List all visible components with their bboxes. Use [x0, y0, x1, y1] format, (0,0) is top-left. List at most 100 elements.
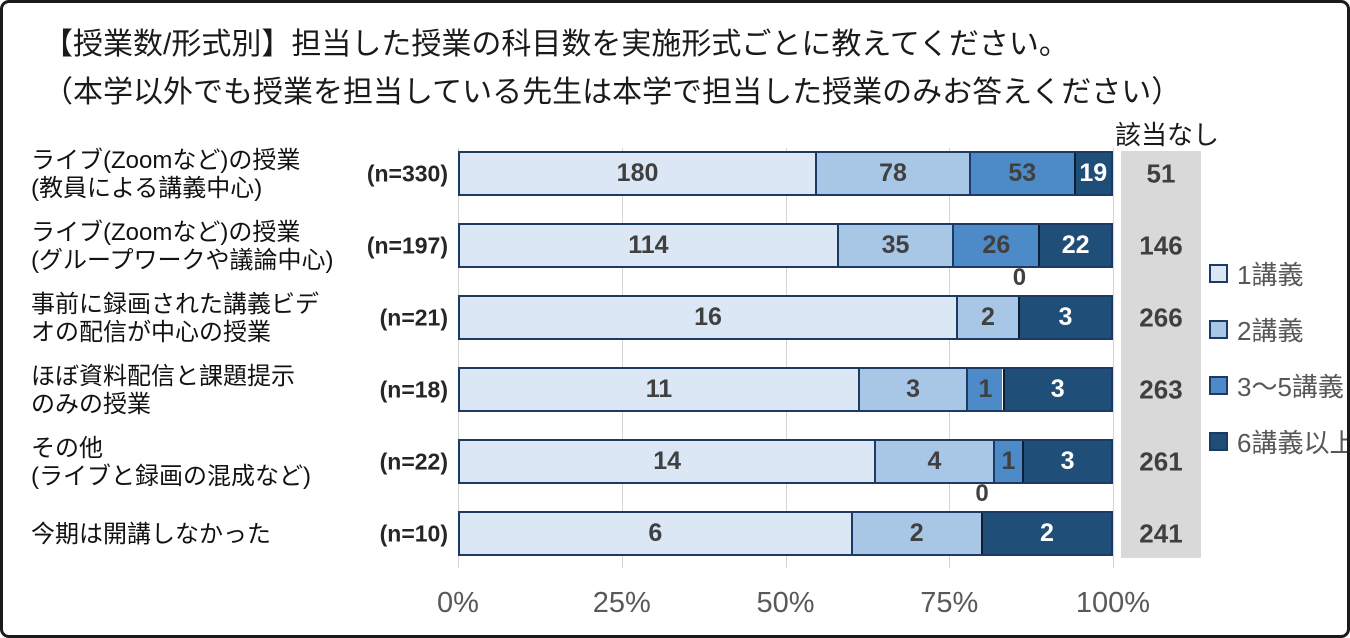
- category-label: 今期は開講しなかった: [31, 521, 351, 549]
- bar-segment-value: 3: [1060, 447, 1075, 475]
- n-count-label: (n=10): [379, 520, 448, 546]
- category-label-line: (ライブと録画の混成など): [31, 462, 311, 490]
- bar-segment: 2: [956, 297, 1018, 338]
- bar-segment: 26: [952, 225, 1039, 266]
- bar-segment: 19: [1073, 153, 1111, 194]
- stacked-bar: 114 35 26 22: [458, 223, 1113, 268]
- stacked-bar: 180 78 53 19: [458, 151, 1113, 196]
- bar-segment: 2: [980, 513, 1111, 554]
- stacked-bar: 16 2 3: [458, 295, 1113, 340]
- category-label: ライブ(Zoomなど)の授業 (グループワークや議論中心): [31, 219, 351, 275]
- bar-segment-value: 2: [981, 303, 995, 331]
- bar-segment-value: 3: [906, 375, 921, 403]
- legend-label: 2講義: [1237, 316, 1304, 346]
- bar-segment: 3: [1002, 369, 1111, 410]
- bar-segment-value: 22: [1061, 231, 1090, 259]
- bar-segment: 2: [850, 513, 981, 554]
- bar-segment: 4: [874, 441, 993, 482]
- bar-segment-value: 180: [616, 159, 659, 187]
- category-label-line: オの配信が中心の授業: [31, 318, 271, 346]
- bar-segment: 14: [460, 441, 875, 482]
- gridline: [621, 148, 623, 568]
- gridline: [785, 148, 787, 568]
- x-axis-tick-label: 75%: [920, 587, 979, 619]
- bar-segment-value: 4: [927, 447, 942, 475]
- chart-title: 【授業数/形式別】担当した授業の科目数を実施形式ごとに教えてください。: [43, 28, 1069, 61]
- category-label-line: のみの授業: [31, 390, 151, 418]
- n-count-label: (n=197): [366, 232, 448, 258]
- bar-segment: 11: [460, 369, 858, 410]
- legend-item: 1講義: [1209, 255, 1303, 292]
- category-label-line: ライブ(Zoomなど)の授業: [31, 218, 301, 246]
- n-count-label: (n=21): [379, 304, 448, 330]
- x-axis-tick-label: 25%: [592, 587, 651, 619]
- zero-value-label: 0: [1012, 264, 1027, 291]
- x-axis-tick-label: 50%: [756, 587, 815, 619]
- na-value: 146: [1139, 230, 1183, 260]
- legend-item: 3～5講義: [1209, 367, 1344, 404]
- bar-segment: 1: [966, 369, 1003, 410]
- bar-segment-value: 6: [648, 519, 663, 547]
- na-value: 51: [1146, 158, 1176, 188]
- stacked-bar: 6 2 2: [458, 511, 1113, 556]
- bar-segment: 6: [460, 513, 851, 554]
- legend-item: 6講義以上: [1209, 423, 1347, 460]
- category-label-line: ほぼ資料配信と課題提示: [31, 362, 295, 390]
- bar-segment: 180: [460, 153, 816, 194]
- legend-label: 3～5講義: [1237, 372, 1344, 402]
- bar-segment-value: 14: [653, 447, 682, 475]
- bar-segment-value: 3: [1050, 375, 1065, 403]
- bar-segment: 16: [460, 297, 956, 338]
- bar-segment-value: 78: [879, 159, 907, 187]
- bar-segment: 114: [460, 225, 837, 266]
- bar-segment-value: 1: [1001, 447, 1016, 475]
- na-column-background: [1121, 151, 1201, 558]
- category-label-line: (教員による講義中心): [31, 174, 263, 202]
- gridline: [458, 148, 459, 568]
- na-value: 263: [1139, 374, 1183, 404]
- bar-segment: 78: [815, 153, 969, 194]
- bar-segment: 3: [1018, 297, 1111, 338]
- legend-swatch-icon: [1209, 432, 1228, 451]
- stacked-bar: 14 4 1 3: [458, 439, 1113, 484]
- gridline: [1113, 148, 1114, 568]
- n-count-label: (n=330): [366, 160, 448, 186]
- bar-segment: 53: [968, 153, 1074, 194]
- legend-swatch-icon: [1209, 376, 1228, 395]
- bar-segment-value: 19: [1079, 159, 1108, 187]
- zero-value-label: 0: [975, 480, 989, 507]
- gridline: [949, 148, 951, 568]
- na-value: 261: [1139, 446, 1183, 476]
- bar-segment: 1: [992, 441, 1023, 482]
- na-value: 266: [1139, 302, 1183, 332]
- bar-segment-value: 35: [881, 231, 910, 259]
- legend-item: 2講義: [1209, 311, 1303, 348]
- legend-label: 1講義: [1237, 260, 1304, 290]
- na-column-header: 該当なし: [1115, 120, 1220, 150]
- bar-segment-value: 11: [645, 375, 673, 403]
- category-label-line: 今期は開講しなかった: [31, 520, 271, 548]
- category-label: ほぼ資料配信と課題提示 のみの授業: [31, 363, 351, 419]
- bar-segment-value: 2: [1039, 519, 1054, 547]
- category-label: 事前に録画された講義ビデ オの配信が中心の授業: [31, 291, 351, 347]
- bar-segment-value: 114: [628, 231, 669, 259]
- category-label-line: その他: [31, 434, 103, 462]
- category-label: その他 (ライブと録画の混成など): [31, 435, 351, 491]
- bar-segment-value: 26: [982, 231, 1011, 259]
- bar-segment: 22: [1038, 225, 1111, 266]
- category-label-line: ライブ(Zoomなど)の授業: [31, 146, 301, 174]
- na-value: 241: [1139, 518, 1183, 548]
- bar-segment-value: 2: [909, 519, 924, 547]
- n-count-label: (n=18): [379, 376, 448, 402]
- bar-segment: 3: [1022, 441, 1111, 482]
- bar-segment-value: 16: [694, 303, 722, 331]
- legend-swatch-icon: [1209, 264, 1228, 283]
- bar-segment-value: 3: [1058, 303, 1073, 331]
- x-axis-tick-label: 100%: [1075, 587, 1151, 619]
- bar-segment: 35: [836, 225, 953, 266]
- category-label-line: (グループワークや議論中心): [31, 246, 334, 274]
- n-count-label: (n=22): [379, 448, 448, 474]
- category-label: ライブ(Zoomなど)の授業 (教員による講義中心): [31, 147, 351, 203]
- chart-subtitle: （本学以外でも授業を担当している先生は本学で担当した授業のみお答えください）: [43, 76, 1182, 109]
